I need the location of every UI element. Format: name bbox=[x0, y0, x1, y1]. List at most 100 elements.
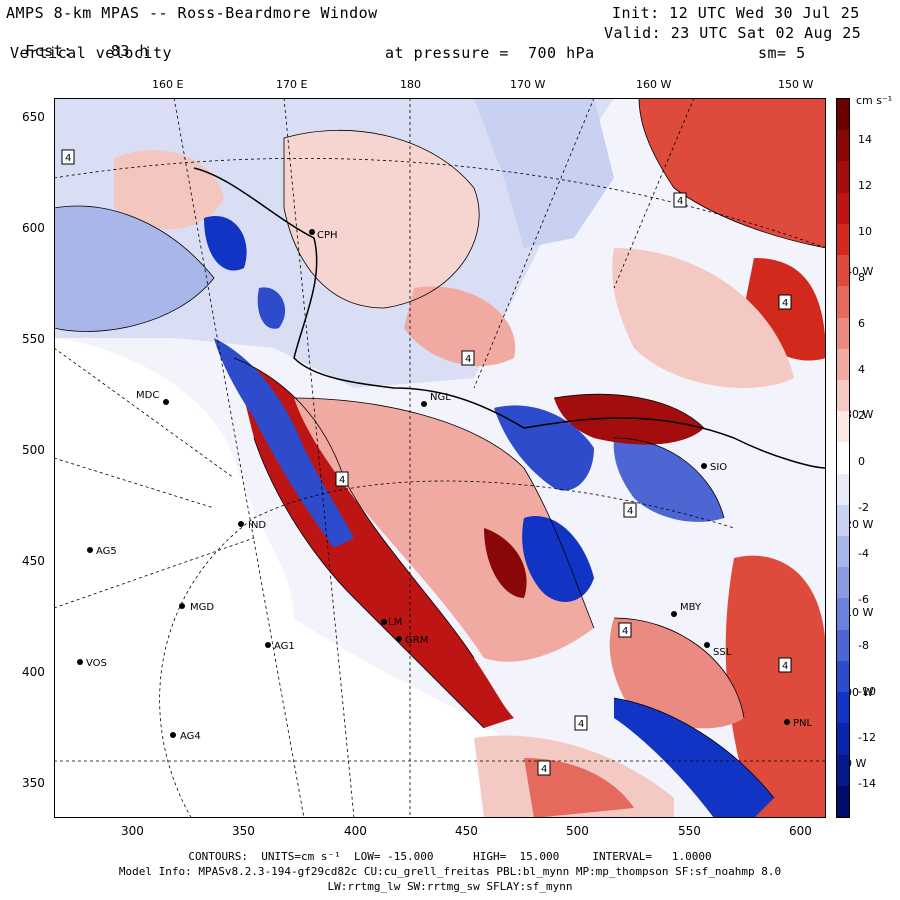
colorbar-segment bbox=[837, 536, 849, 568]
x-tick-label: 300 bbox=[121, 824, 144, 838]
colorbar-tick-label: 2 bbox=[858, 409, 865, 422]
field-blue-streak bbox=[614, 698, 774, 818]
lon-label-top: 170 W bbox=[510, 78, 546, 91]
contour-lines bbox=[54, 98, 826, 799]
colorbar-segment bbox=[837, 223, 849, 256]
lon-label-top: 160 E bbox=[152, 78, 184, 91]
field-name: Vertical velocity bbox=[10, 44, 173, 62]
field-mid-blue bbox=[474, 98, 614, 248]
colorbar-tick-label: 0 bbox=[858, 455, 865, 468]
contour-label: 4 bbox=[627, 506, 633, 517]
station-label: MBY bbox=[680, 602, 702, 613]
contour-label: 4 bbox=[677, 196, 683, 207]
station-label: VOS bbox=[86, 658, 107, 669]
field-red-streak bbox=[484, 528, 527, 598]
colorbar-tick-label: 12 bbox=[858, 179, 872, 192]
field-mid-red bbox=[524, 758, 634, 818]
colorbar-segment bbox=[837, 379, 849, 412]
x-tick-label: 600 bbox=[789, 824, 812, 838]
field-blue-streak bbox=[522, 516, 594, 602]
map-panel: 4 4 4 4 4 4 4 4 4 4 CPH MDC NGL IND AG5 … bbox=[54, 98, 826, 818]
station-label: SSL bbox=[713, 647, 732, 658]
stations: CPH MDC NGL IND AG5 MGD AG1 LM GRM VOS A… bbox=[77, 229, 813, 742]
colorbar-segment bbox=[837, 130, 849, 162]
init-time: Init: 12 UTC Wed 30 Jul 25 bbox=[612, 4, 860, 22]
field-strong-red bbox=[725, 555, 826, 818]
colorbar-tick-label: -4 bbox=[858, 547, 869, 560]
colorbar-tick-label: 6 bbox=[858, 317, 865, 330]
ridge-blue-patch bbox=[257, 287, 286, 329]
ice-shelf bbox=[54, 338, 544, 818]
colorbar-segment bbox=[837, 723, 849, 756]
colorbar-tick-label: -14 bbox=[858, 777, 876, 790]
field-red-streak bbox=[554, 394, 704, 445]
field-blue-streak bbox=[494, 405, 594, 491]
colorbar-segment bbox=[837, 629, 849, 662]
station-label: SIO bbox=[710, 462, 727, 473]
ridge-blue-patch bbox=[204, 216, 247, 271]
contour-label: 4 bbox=[541, 764, 547, 775]
valid-time: Valid: 23 UTC Sat 02 Aug 25 bbox=[604, 24, 862, 42]
colorbar-tick-label: 8 bbox=[858, 271, 865, 284]
model-physics: LW:rrtmg_lw SW:rrtmg_sw SFLAY:sf_mynn bbox=[327, 880, 573, 893]
field-weak-red bbox=[114, 150, 224, 230]
station-label: IND bbox=[248, 520, 266, 531]
colorbar-segment bbox=[837, 442, 849, 475]
station-label: MDC bbox=[136, 390, 159, 401]
lon-label-top: 170 E bbox=[276, 78, 308, 91]
contour-info: CONTOURS: UNITS=cm s⁻¹ LOW= -15.000 HIGH… bbox=[188, 850, 712, 863]
x-tick-label: 500 bbox=[566, 824, 589, 838]
field-weak-red bbox=[404, 286, 516, 367]
y-tick-label: 500 bbox=[22, 443, 45, 457]
map-frame bbox=[54, 98, 826, 818]
station-label: AG4 bbox=[180, 731, 201, 742]
station-label: PNL bbox=[793, 718, 813, 729]
y-tick-label: 650 bbox=[22, 110, 45, 124]
colorbar-tick-label: 10 bbox=[858, 225, 872, 238]
colorbar-segment bbox=[837, 192, 849, 225]
station-label: GRM bbox=[405, 635, 428, 646]
colorbar-tick-label: -10 bbox=[858, 685, 876, 698]
colorbar-segment bbox=[837, 317, 849, 350]
model-info: Model Info: MPASv8.2.3-194-gf29cd82c CU:… bbox=[118, 865, 782, 878]
contour-label: 4 bbox=[578, 719, 584, 730]
station-label: AG1 bbox=[274, 641, 295, 652]
colorbar-segment bbox=[837, 99, 849, 131]
pressure-level: at pressure = 700 hPa bbox=[385, 44, 595, 62]
colorbar-unit: cm s⁻¹ bbox=[856, 94, 893, 107]
contour-label: 4 bbox=[782, 298, 788, 309]
colorbar-segment bbox=[837, 348, 849, 381]
contour-label: 4 bbox=[465, 354, 471, 365]
colorbar-tick-label: -12 bbox=[858, 731, 876, 744]
field-weak-red bbox=[612, 248, 794, 388]
colorbar-segment bbox=[837, 660, 849, 693]
x-tick-label: 550 bbox=[678, 824, 701, 838]
lon-label-top: 160 W bbox=[636, 78, 672, 91]
colorbar-segment bbox=[837, 255, 849, 287]
station-label: AG5 bbox=[96, 546, 117, 557]
field-blue-streak bbox=[613, 438, 724, 522]
contour-label: 4 bbox=[782, 661, 788, 672]
coastline bbox=[193, 167, 826, 469]
colorbar-tick-label: -8 bbox=[858, 639, 869, 652]
colorbar-tick-label: 14 bbox=[858, 133, 872, 146]
contour-label: 4 bbox=[339, 475, 345, 486]
colorbar-segment bbox=[837, 161, 849, 194]
y-tick-label: 600 bbox=[22, 221, 45, 235]
contour-label: 4 bbox=[622, 626, 628, 637]
field-weak-blue bbox=[54, 206, 214, 332]
station-label: LM bbox=[388, 617, 402, 628]
colorbar-segment bbox=[837, 473, 849, 506]
colorbar-segment bbox=[837, 785, 849, 818]
lon-label-top: 180 bbox=[400, 78, 421, 91]
y-tick-label: 550 bbox=[22, 332, 45, 346]
station-label: CPH bbox=[317, 230, 338, 241]
smoothing-value: sm= 5 bbox=[758, 44, 806, 62]
colorbar-segment bbox=[837, 692, 849, 724]
x-tick-label: 350 bbox=[232, 824, 255, 838]
lon-label-top: 150 W bbox=[778, 78, 814, 91]
graticule bbox=[54, 98, 826, 818]
contour-label: 4 bbox=[65, 153, 71, 164]
station-label: NGL bbox=[430, 392, 451, 403]
colorbar-segment bbox=[837, 411, 849, 443]
